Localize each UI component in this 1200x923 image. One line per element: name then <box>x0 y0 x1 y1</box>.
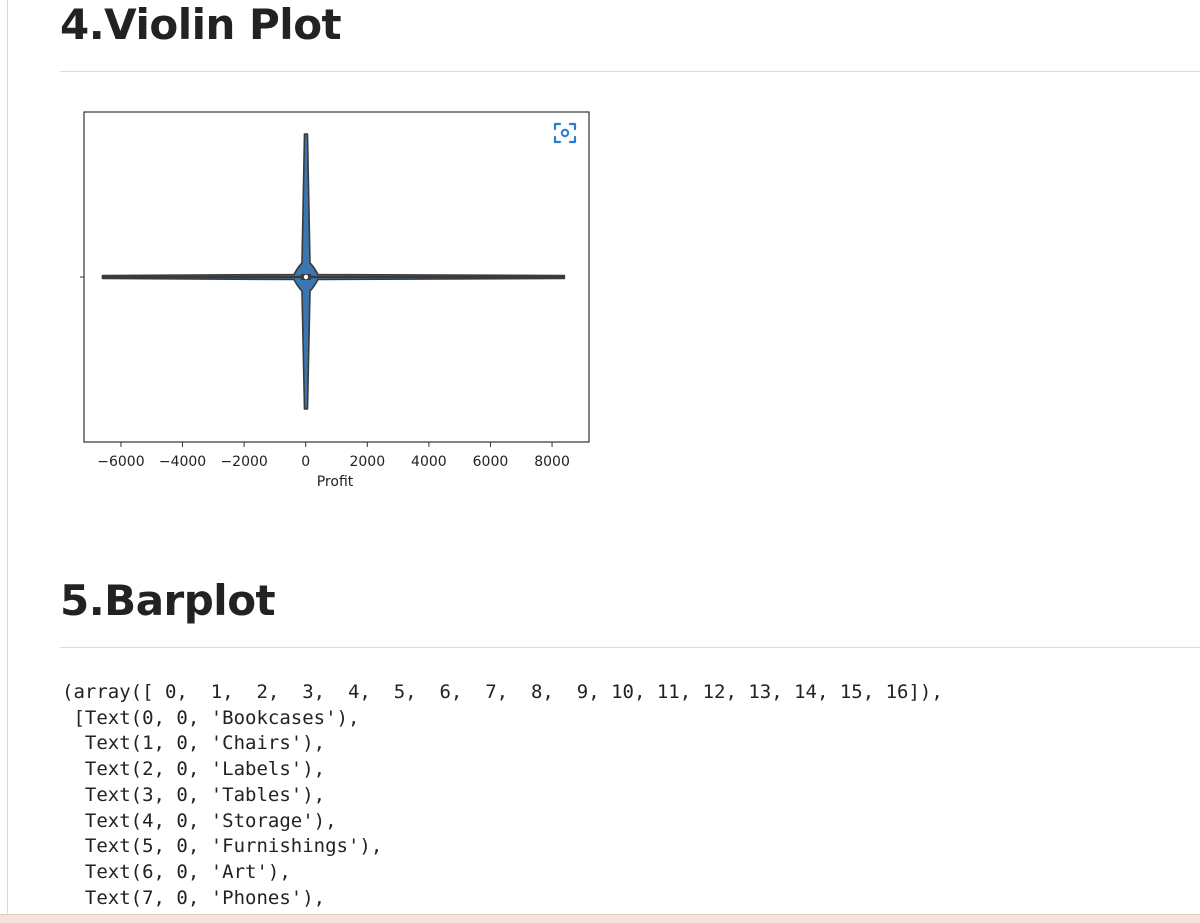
x-tick-label: 6000 <box>473 454 509 470</box>
cell-output-text: (array([ 0, 1, 2, 3, 4, 5, 6, 7, 8, 9, 1… <box>62 680 943 911</box>
focus-mode-button[interactable] <box>550 118 580 148</box>
bottom-scroll-edge <box>0 914 1200 923</box>
violin-plot-figure: −6000 −4000 −2000 0 2000 4000 6000 8000 Profit <box>80 111 590 490</box>
focus-mode-icon <box>553 122 577 144</box>
x-tick-label: 4000 <box>411 454 447 470</box>
output-line: Text(7, 0, 'Phones'), <box>62 886 326 909</box>
heading-divider <box>60 71 1200 72</box>
x-tick-label: 8000 <box>534 454 570 470</box>
section-heading-barplot: 5.Barplot <box>60 576 276 625</box>
output-line: Text(1, 0, 'Chairs'), <box>62 732 326 755</box>
x-tick-label: −2000 <box>220 454 267 470</box>
output-line: Text(6, 0, 'Art'), <box>62 860 291 883</box>
output-line: Text(2, 0, 'Labels'), <box>62 758 326 781</box>
section-heading-violin-plot: 4.Violin Plot <box>60 0 342 49</box>
x-tick-label: −6000 <box>97 454 144 470</box>
output-line: (array([ 0, 1, 2, 3, 4, 5, 6, 7, 8, 9, 1… <box>62 681 943 703</box>
violin-chart: −6000 −4000 −2000 0 2000 4000 6000 8000 Profit <box>70 100 610 500</box>
x-axis-label: Profit <box>317 474 354 490</box>
output-line: [Text(0, 0, 'Bookcases'), <box>62 706 360 729</box>
output-line: Text(4, 0, 'Storage'), <box>62 809 337 832</box>
violin-body <box>101 133 566 410</box>
violin-median-point <box>303 274 309 280</box>
output-line: Text(3, 0, 'Tables'), <box>62 783 326 806</box>
notebook-left-border <box>7 0 8 915</box>
output-line: Text(5, 0, 'Furnishings'), <box>62 835 383 858</box>
x-tick-label: −4000 <box>159 454 206 470</box>
x-tick-label: 0 <box>301 454 310 470</box>
x-tick-label: 2000 <box>349 454 385 470</box>
heading-divider <box>60 647 1200 648</box>
